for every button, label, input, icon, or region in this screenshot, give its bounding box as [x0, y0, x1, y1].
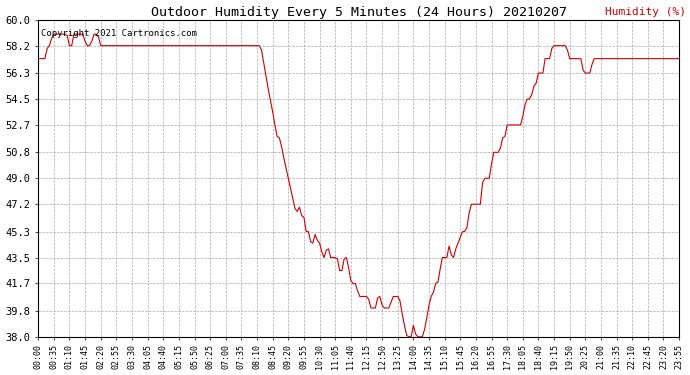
Text: Copyright 2021 Cartronics.com: Copyright 2021 Cartronics.com [41, 29, 197, 38]
Text: Humidity (%): Humidity (%) [604, 6, 685, 16]
Title: Outdoor Humidity Every 5 Minutes (24 Hours) 20210207: Outdoor Humidity Every 5 Minutes (24 Hou… [150, 6, 566, 18]
